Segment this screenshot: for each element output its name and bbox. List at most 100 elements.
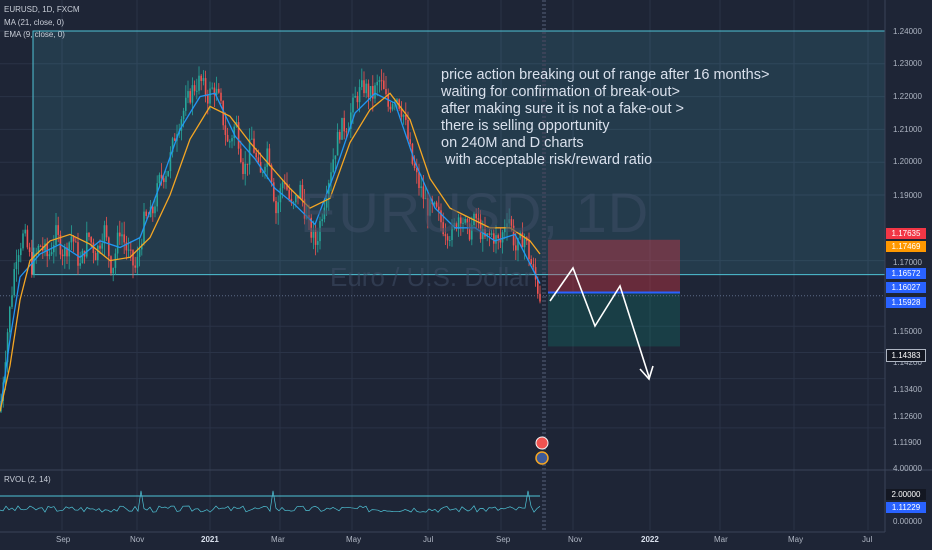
candle	[508, 219, 510, 224]
candle	[413, 163, 416, 169]
candle	[231, 138, 233, 142]
candle	[374, 85, 376, 99]
candle	[493, 233, 495, 244]
candle	[200, 75, 202, 81]
y-tick: 1.19000	[893, 191, 922, 200]
candle	[35, 253, 37, 255]
x-tick: Jul	[423, 535, 434, 544]
candle	[167, 171, 169, 177]
candle	[193, 85, 196, 92]
candle	[209, 88, 211, 104]
candle	[286, 183, 288, 190]
candle	[440, 210, 442, 223]
candle	[218, 88, 220, 93]
candle	[77, 242, 79, 266]
candle	[442, 222, 444, 235]
candle	[479, 219, 482, 240]
candle	[72, 236, 75, 242]
candle	[171, 138, 174, 153]
candle	[44, 243, 46, 251]
x-tick: May	[346, 535, 362, 544]
ma-legend: MA (21, close, 0)	[4, 18, 65, 27]
rvol-value-label: 1.11229	[886, 502, 926, 513]
candle	[477, 218, 480, 220]
candle	[361, 80, 363, 88]
candle	[482, 229, 484, 240]
candle	[515, 245, 517, 251]
candle	[13, 269, 15, 296]
candle	[123, 234, 125, 243]
candle	[127, 249, 130, 251]
candle	[125, 242, 128, 251]
y-tick: 1.23000	[893, 59, 922, 68]
candle	[504, 228, 506, 233]
candle	[207, 94, 209, 104]
candle	[156, 183, 158, 207]
candle	[163, 178, 165, 183]
candle	[48, 254, 51, 257]
candle	[497, 235, 499, 239]
candle	[325, 198, 328, 208]
candle	[427, 198, 429, 216]
candle	[512, 225, 515, 246]
candle	[539, 293, 541, 302]
symbol-title: EURUSD, 1D, FXCM	[4, 5, 80, 14]
candle	[28, 247, 31, 252]
candle	[433, 202, 436, 205]
candle	[233, 126, 235, 139]
candle	[180, 119, 183, 131]
candle	[462, 222, 464, 224]
candle	[488, 233, 491, 235]
candle	[33, 253, 35, 275]
candle	[9, 306, 11, 333]
candle	[345, 131, 348, 133]
candle	[55, 225, 57, 246]
candle	[22, 233, 24, 249]
candle	[369, 86, 372, 98]
volume-y-tick: 4.00000	[893, 464, 922, 473]
y-tick: 1.24000	[893, 27, 922, 36]
candle	[242, 162, 244, 174]
candle	[160, 174, 163, 179]
candle	[343, 117, 345, 132]
note-line: on 240M and D charts	[441, 135, 584, 151]
range-low-price-label: 1.16572	[886, 268, 926, 279]
candle	[490, 233, 493, 235]
candle	[475, 213, 477, 219]
candle	[534, 267, 537, 280]
stop-loss-zone	[548, 239, 680, 293]
candle	[253, 138, 255, 153]
candle	[189, 91, 191, 103]
note-line: waiting for confirmation of break-out>	[441, 84, 680, 100]
candle	[308, 215, 310, 218]
candle	[66, 247, 68, 257]
candle	[50, 252, 53, 255]
candle	[277, 202, 279, 214]
candle	[138, 249, 141, 257]
candle	[229, 141, 231, 143]
candle	[94, 252, 97, 261]
x-tick: May	[788, 535, 804, 544]
rvol-legend: RVOL (2, 14)	[4, 475, 51, 484]
candle	[105, 225, 108, 238]
candle	[154, 206, 156, 214]
candle	[255, 152, 257, 158]
candle	[464, 218, 466, 223]
candle	[332, 159, 334, 173]
candle	[116, 232, 119, 254]
candle	[273, 182, 275, 201]
candle	[169, 152, 172, 172]
candle	[506, 223, 508, 229]
candle	[213, 87, 216, 95]
candle	[402, 114, 405, 117]
candle	[81, 250, 84, 264]
candle	[303, 199, 306, 219]
candle	[68, 242, 70, 257]
ema-line	[0, 92, 541, 412]
candle	[312, 229, 315, 238]
candle	[130, 249, 132, 251]
candle	[418, 172, 420, 189]
candle	[319, 221, 321, 242]
candle	[251, 138, 253, 140]
